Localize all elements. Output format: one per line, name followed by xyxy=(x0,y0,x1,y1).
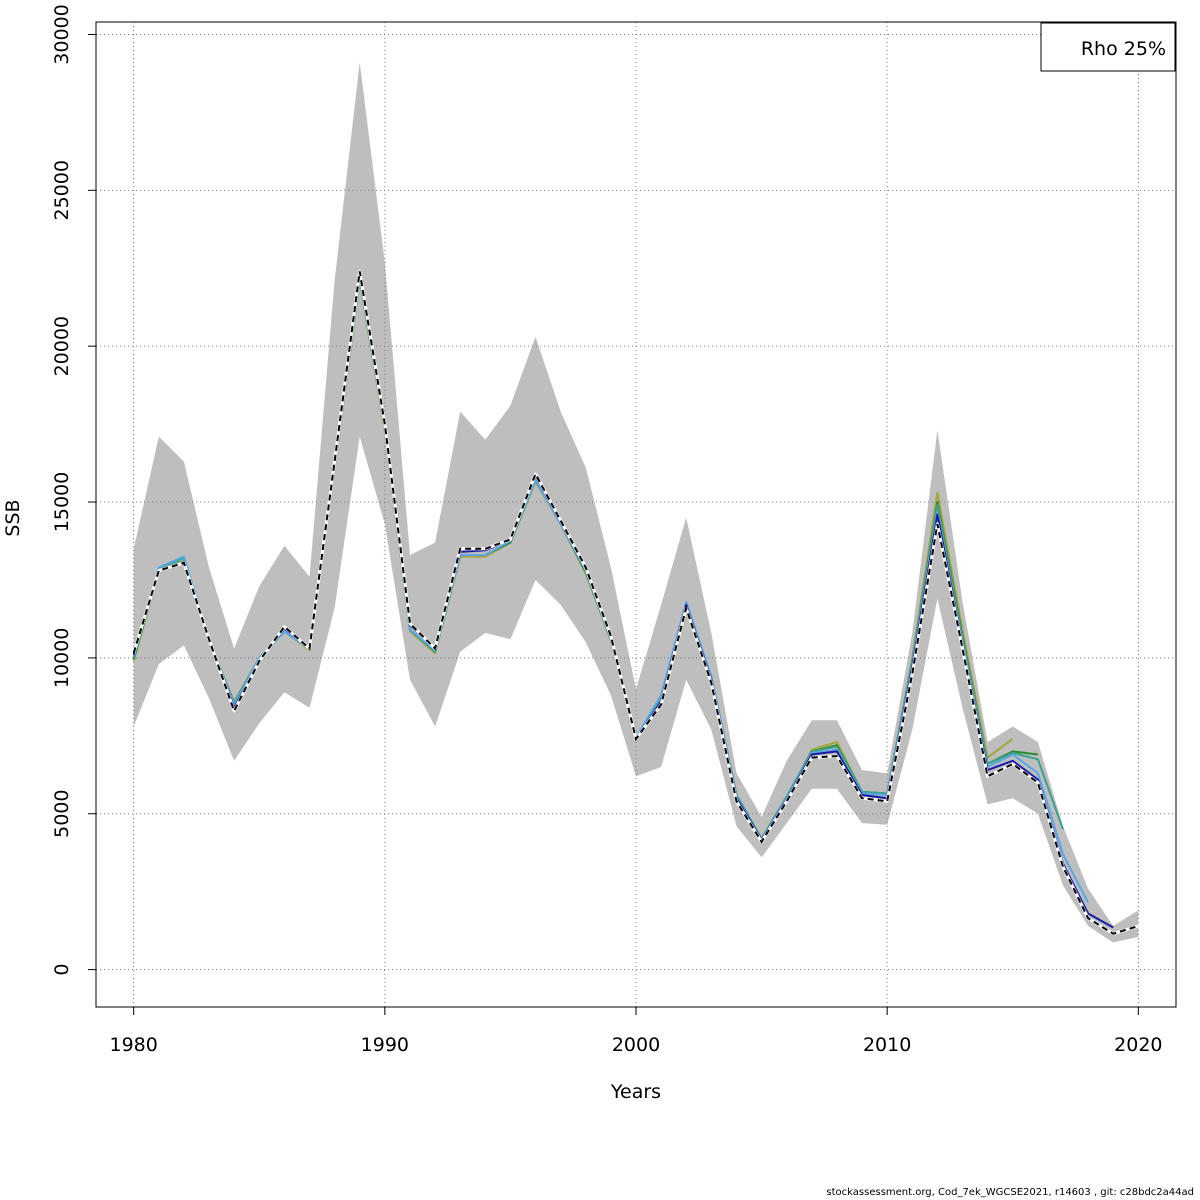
y-tick-label: 5000 xyxy=(51,790,73,838)
x-axis-label: Years xyxy=(610,1081,661,1103)
legend-box xyxy=(1040,22,1176,72)
y-tick-label: 30000 xyxy=(51,4,73,64)
legend: Rho 25% xyxy=(1040,22,1176,72)
y-tick-label: 25000 xyxy=(51,160,73,220)
y-axis-label: SSB xyxy=(2,499,24,536)
x-tick-label: 1980 xyxy=(109,1034,157,1056)
y-tick-label: 20000 xyxy=(51,316,73,376)
series-line-base-dashed- xyxy=(132,271,1139,935)
x-tick-label: 2020 xyxy=(1114,1034,1162,1056)
y-tick-label: 0 xyxy=(51,964,73,976)
legend-entry: Rho 25% xyxy=(1081,38,1166,60)
x-tick-label: 1990 xyxy=(361,1034,409,1056)
y-tick-label: 15000 xyxy=(51,472,73,532)
x-tick-label: 2010 xyxy=(863,1034,911,1056)
x-tick-label: 2000 xyxy=(612,1034,660,1056)
footer-credit: stockassessment.org, Cod_7ek_WGCSE2021, … xyxy=(826,1187,1194,1198)
y-tick-label: 10000 xyxy=(51,628,73,688)
